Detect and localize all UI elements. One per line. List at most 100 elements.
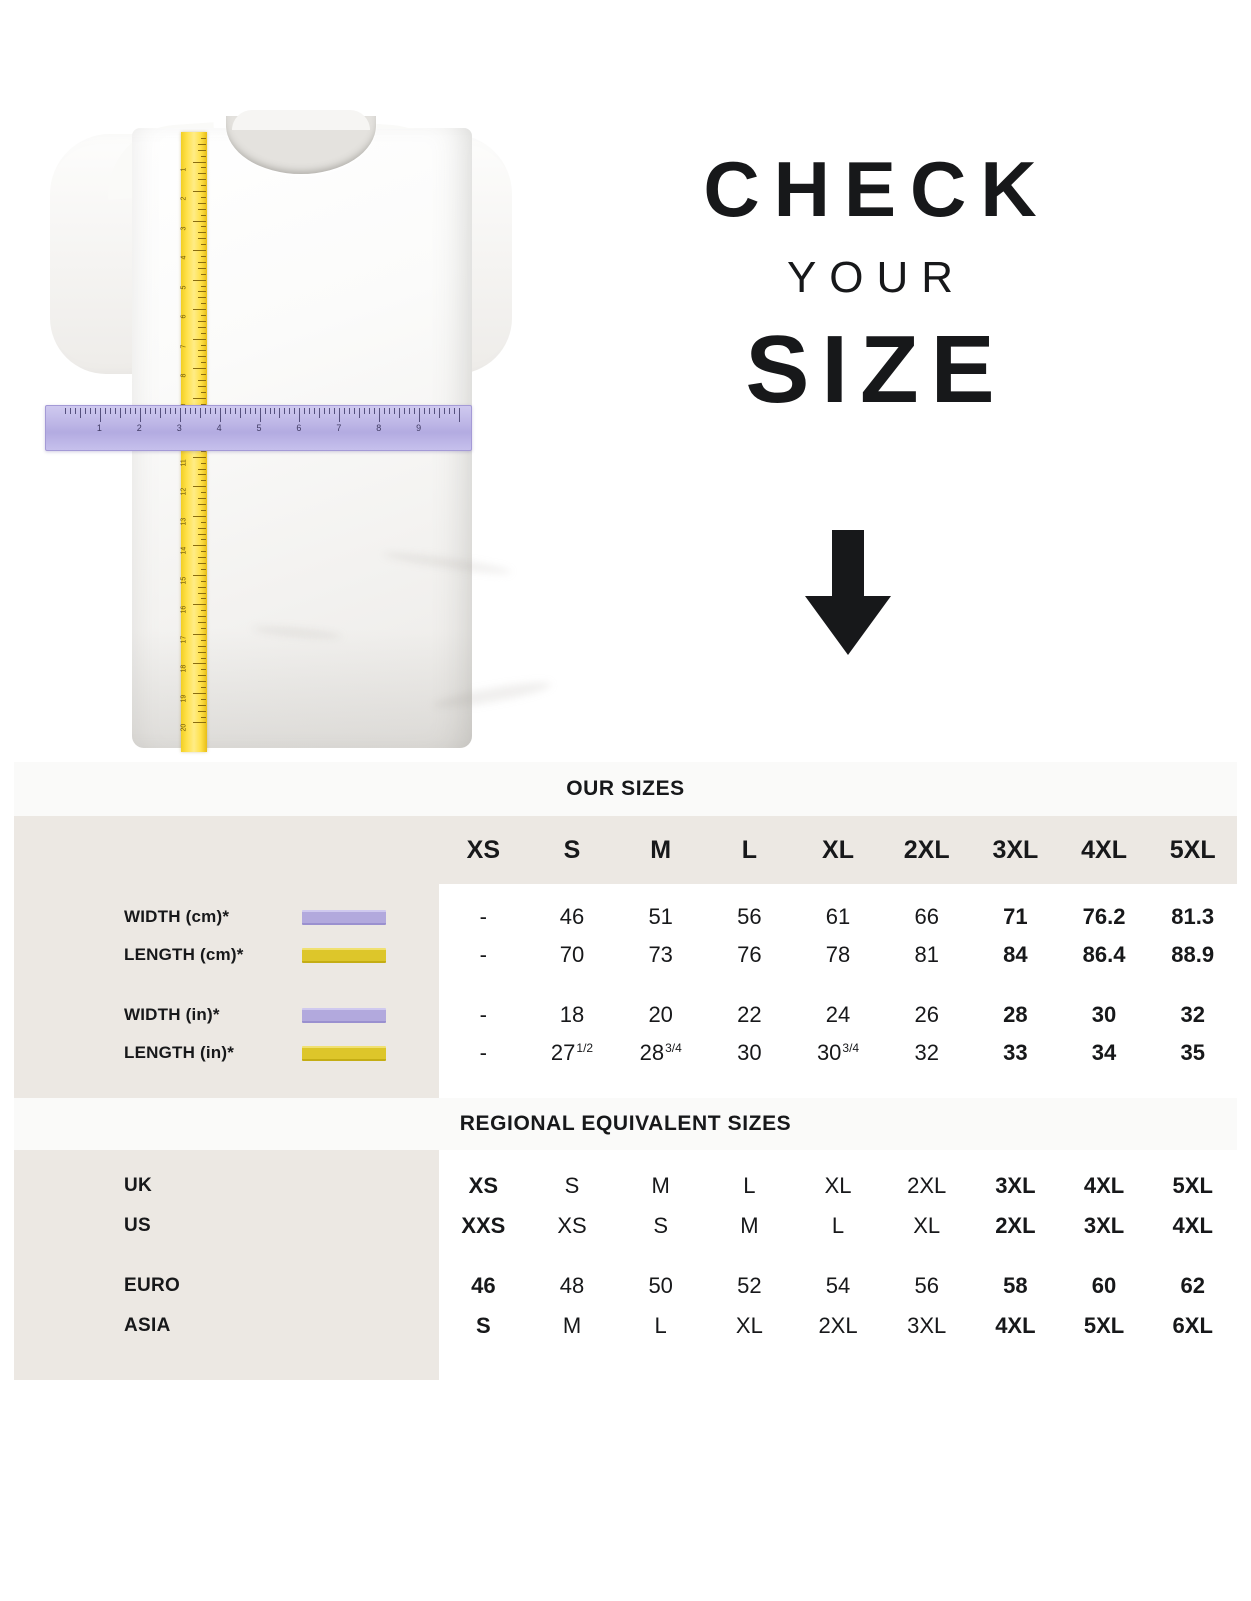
regional-label-row: UK xyxy=(14,1166,439,1206)
size-header-m: M xyxy=(650,835,672,864)
tape-tick-label: 14 xyxy=(180,547,188,555)
measurement-label-row: LENGTH (in)* xyxy=(14,1034,439,1072)
tape-tick-label: 17 xyxy=(180,635,188,644)
regional-cell: 56 xyxy=(914,1273,939,1298)
tape-tick-label: 3 xyxy=(180,226,188,231)
regional-cell: M xyxy=(562,1313,582,1338)
fabric-fold xyxy=(431,677,553,713)
region-label-euro: EURO xyxy=(124,1275,181,1296)
measurement-cell: 32 xyxy=(1180,1002,1205,1027)
tape-tick-label: 19 xyxy=(180,694,188,703)
fraction-superscript: 3/4 xyxy=(665,1040,682,1055)
label-column-pad-bottom xyxy=(14,1072,439,1098)
regional-cell: XS xyxy=(468,1173,499,1198)
regional-cell: 48 xyxy=(559,1273,585,1298)
regional-body: UK US EURO ASIA XS S M L XL 2XL 3XL 4XL 5XL XXS XS S M L… xyxy=(14,1150,1237,1380)
width-color-swatch xyxy=(302,909,386,925)
down-arrow-icon xyxy=(805,530,891,655)
regional-cell: 3XL xyxy=(1083,1213,1125,1238)
regional-sizes-title: REGIONAL EQUIVALENT SIZES xyxy=(14,1098,1237,1150)
regional-value-row: S M L XL 2XL 3XL 4XL 5XL 6XL xyxy=(439,1306,1237,1346)
value-column-pad xyxy=(439,884,1237,898)
regional-cell: L xyxy=(743,1173,756,1198)
ruler-tick-label: 9 xyxy=(416,423,422,433)
measurement-cell: 61 xyxy=(825,904,851,929)
measurement-cell: 66 xyxy=(914,904,939,929)
measurement-cell: 73 xyxy=(648,942,673,967)
measurement-cell: - xyxy=(479,942,487,967)
measurement-label: WIDTH (cm)* xyxy=(124,907,230,926)
ruler-tick-label: 2 xyxy=(136,423,142,433)
measurement-cell: - xyxy=(479,1040,487,1065)
regional-group-gap xyxy=(439,1246,1237,1266)
measurement-value-row: - 70 73 76 78 81 84 86.4 88.9 xyxy=(439,936,1237,974)
measurement-cell: 30 xyxy=(1091,1002,1117,1027)
arrow-shaft xyxy=(832,530,864,604)
tape-tick-label: 2 xyxy=(180,196,188,201)
width-ruler-icon: 1 2 3 4 5 6 7 8 9 xyxy=(45,405,472,451)
measurement-label-row: WIDTH (cm)* xyxy=(14,898,439,936)
measurement-cell: 18 xyxy=(559,1002,585,1027)
measurement-cell: 30 xyxy=(737,1040,762,1065)
regional-cell: 4XL xyxy=(1172,1213,1213,1238)
size-header-xl: XL xyxy=(822,835,854,864)
regional-label-row: US xyxy=(14,1206,439,1246)
measurement-cell: 46 xyxy=(559,904,585,929)
measurement-cell: 35 xyxy=(1180,1040,1205,1065)
measurement-cell: 78 xyxy=(825,942,851,967)
measurement-cell: 88.9 xyxy=(1171,942,1215,967)
ruler-tick-label: 1 xyxy=(96,423,102,433)
regional-cell: 5XL xyxy=(1172,1173,1213,1198)
measurement-values-column: - 46 51 56 61 66 71 76.2 81.3 - 70 73 76 78 81 84 86.4 88… xyxy=(439,884,1237,1098)
size-header-strip: XS S M L XL 2XL 3XL 4XL 5XL xyxy=(14,816,1237,884)
regional-cell: 3XL xyxy=(907,1313,947,1338)
size-chart: OUR SIZES XS S M L XL 2XL 3XL 4XL 5XL WIDTH (cm)… xyxy=(14,762,1237,1380)
regional-value-pad xyxy=(439,1150,1237,1166)
length-color-swatch xyxy=(302,947,386,963)
measurement-cell: 86.4 xyxy=(1082,942,1126,967)
region-label-us: US xyxy=(124,1215,151,1236)
regional-value-row: XXS XS S M L XL 2XL 3XL 4XL xyxy=(439,1206,1237,1246)
measurement-cell: 271/2 xyxy=(550,1040,594,1065)
size-header-4xl: 4XL xyxy=(1081,835,1127,864)
measurement-label-row: WIDTH (in)* xyxy=(14,996,439,1034)
measurement-cell: 76 xyxy=(737,942,762,967)
regional-values-column: XS S M L XL 2XL 3XL 4XL 5XL XXS XS S M L XL 2XL 3XL 4XL 46… xyxy=(439,1150,1237,1380)
regional-cell: 5XL xyxy=(1083,1313,1125,1338)
ruler-tick-label: 5 xyxy=(256,423,262,433)
regional-cell: XXS xyxy=(461,1213,506,1238)
tape-tick-label: 8 xyxy=(180,373,188,378)
ruler-tick-label: 7 xyxy=(336,423,342,433)
measurement-cell: 26 xyxy=(914,1002,939,1027)
our-sizes-title: OUR SIZES xyxy=(14,762,1237,816)
group-gap xyxy=(14,974,439,996)
regional-cell: S xyxy=(653,1213,669,1238)
regional-cell: M xyxy=(740,1213,759,1238)
length-color-swatch xyxy=(302,1045,386,1061)
headline-size: SIZE xyxy=(745,316,1007,423)
size-header-row: XS S M L XL 2XL 3XL 4XL 5XL xyxy=(439,816,1237,884)
label-column-pad xyxy=(14,884,439,898)
regional-cell: L xyxy=(831,1213,845,1238)
measurement-label-row: LENGTH (cm)* xyxy=(14,936,439,974)
regional-cell: 2XL xyxy=(818,1313,858,1338)
measurement-cell: 33 xyxy=(1003,1040,1028,1065)
regional-cell: 3XL xyxy=(995,1173,1036,1198)
measurement-cell: 22 xyxy=(737,1002,762,1027)
arrow-head xyxy=(805,596,891,655)
ruler-tick-label: 3 xyxy=(176,423,182,433)
measurement-cell: 28 xyxy=(1003,1002,1028,1027)
regional-cell: 60 xyxy=(1091,1273,1117,1298)
measurement-cell: 51 xyxy=(648,904,673,929)
measurement-label: WIDTH (in)* xyxy=(124,1005,220,1024)
measurement-value-row: - 46 51 56 61 66 71 76.2 81.3 xyxy=(439,898,1237,936)
regional-cell: M xyxy=(651,1173,670,1198)
regional-cell: XL xyxy=(913,1213,941,1238)
width-color-swatch xyxy=(302,1007,386,1023)
measurement-cell: 34 xyxy=(1091,1040,1117,1065)
regional-cell: L xyxy=(654,1313,667,1338)
regional-value-row: 46 48 50 52 54 56 58 60 62 xyxy=(439,1266,1237,1306)
regional-cell: XL xyxy=(824,1173,852,1198)
tape-tick-label: 16 xyxy=(180,606,188,614)
size-header-l: L xyxy=(741,835,757,864)
